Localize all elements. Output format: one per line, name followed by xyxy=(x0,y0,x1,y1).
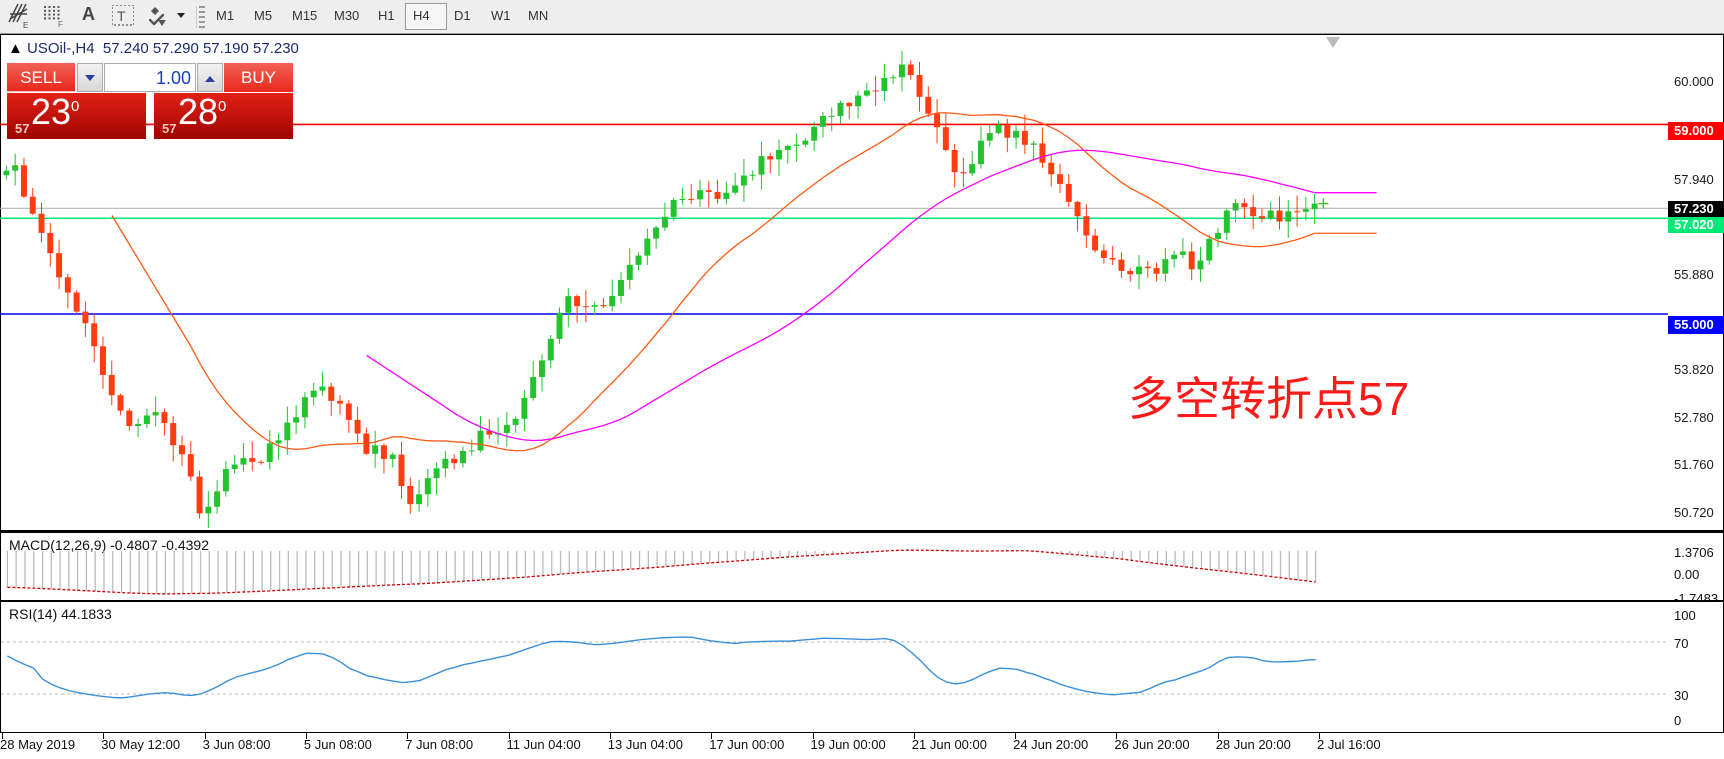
svg-text:多空转折点57: 多空转折点57 xyxy=(1128,373,1409,425)
